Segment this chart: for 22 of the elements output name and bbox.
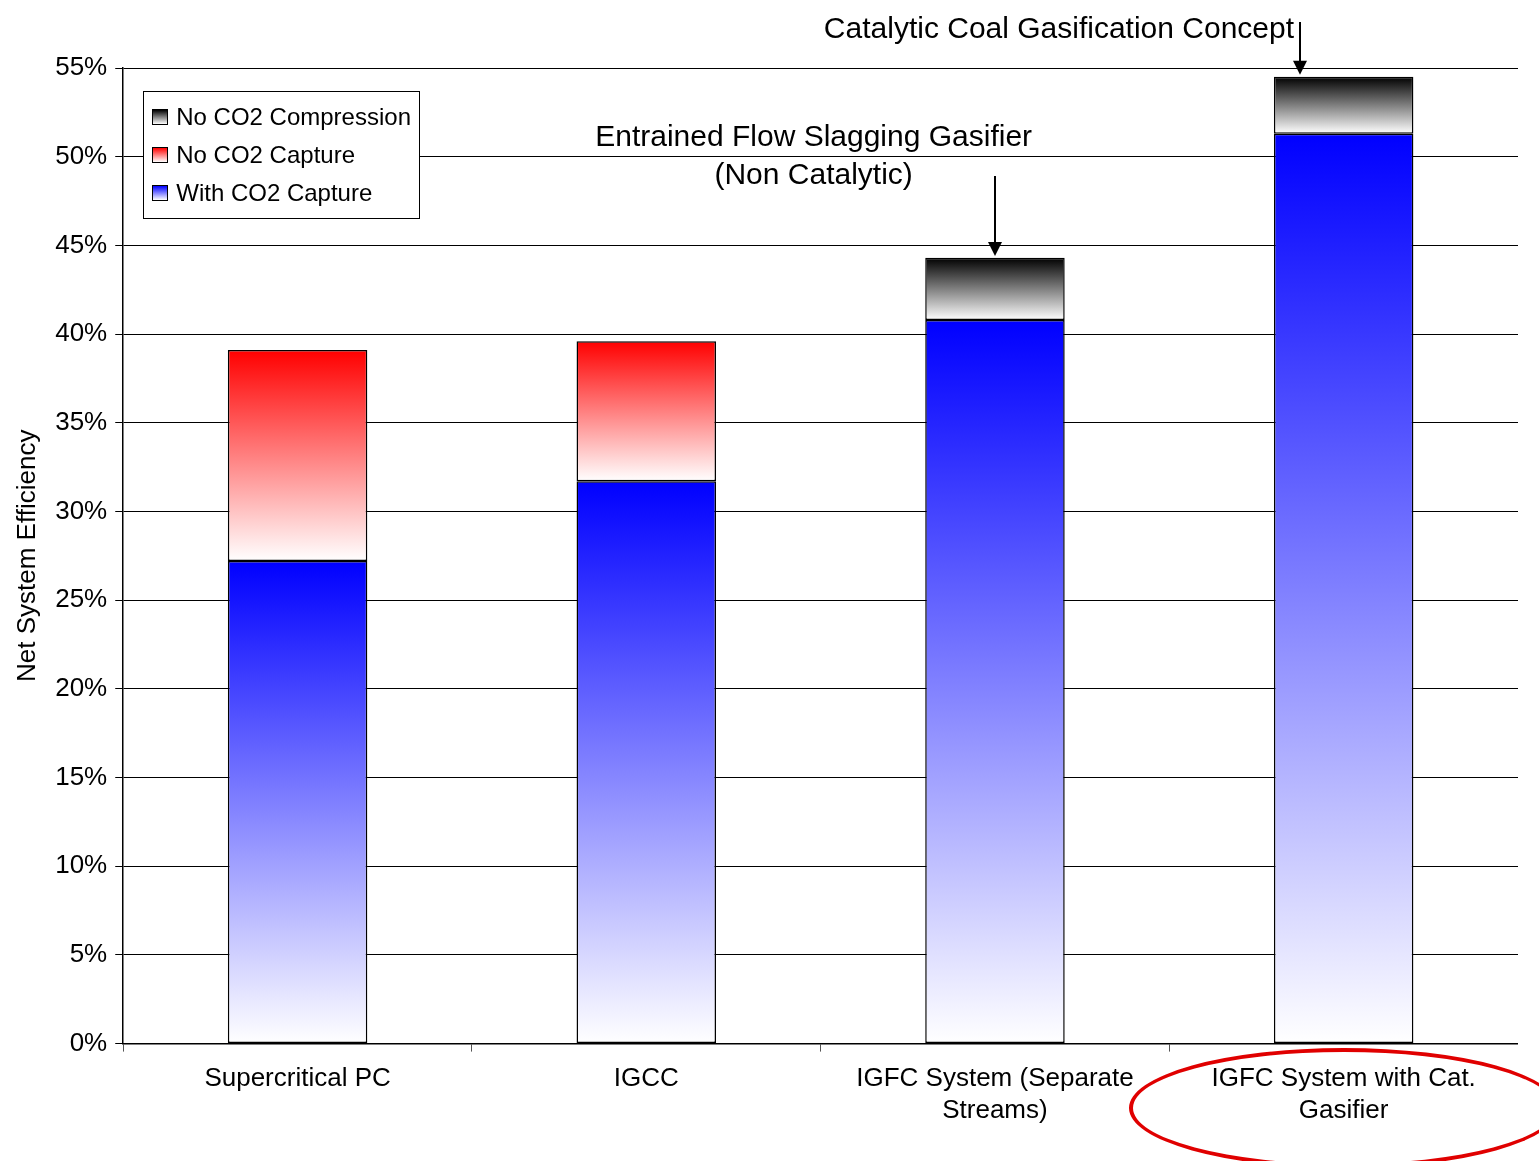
y-tick-label: 50% bbox=[55, 139, 108, 170]
y-tick-label: 5% bbox=[69, 938, 108, 969]
legend-label: With CO2 Capture bbox=[176, 178, 373, 208]
legend-label: No CO2 Compression bbox=[176, 102, 411, 132]
x-tick-label: Supercritical PC bbox=[204, 1062, 391, 1093]
y-tick-label: 20% bbox=[55, 672, 108, 703]
y-tick-label: 45% bbox=[55, 228, 108, 259]
y-tick-label: 35% bbox=[55, 405, 108, 436]
y-tick-label: 40% bbox=[55, 317, 108, 348]
y-tick-label: 30% bbox=[55, 494, 108, 525]
legend-label: No CO2 Capture bbox=[176, 140, 355, 170]
y-tick-label: 15% bbox=[55, 760, 108, 791]
y-tick-label: 25% bbox=[55, 583, 108, 614]
annotation: Catalytic Coal Gasification Concept bbox=[823, 11, 1295, 45]
x-tick-label: IGFC System with Cat. Gasifier bbox=[1211, 1062, 1476, 1124]
x-tick-label: IGCC bbox=[613, 1062, 679, 1093]
y-tick-label: 55% bbox=[55, 51, 108, 82]
y-tick-label: 0% bbox=[69, 1026, 108, 1057]
y-axis-title: Net System Efficiency bbox=[10, 429, 41, 682]
y-tick-label: 10% bbox=[55, 849, 108, 880]
x-tick-label: IGFC System (Separate Streams) bbox=[856, 1062, 1134, 1124]
annotation: Entrained Flow Slagging Gasifier (Non Catalytic) bbox=[595, 119, 1033, 191]
